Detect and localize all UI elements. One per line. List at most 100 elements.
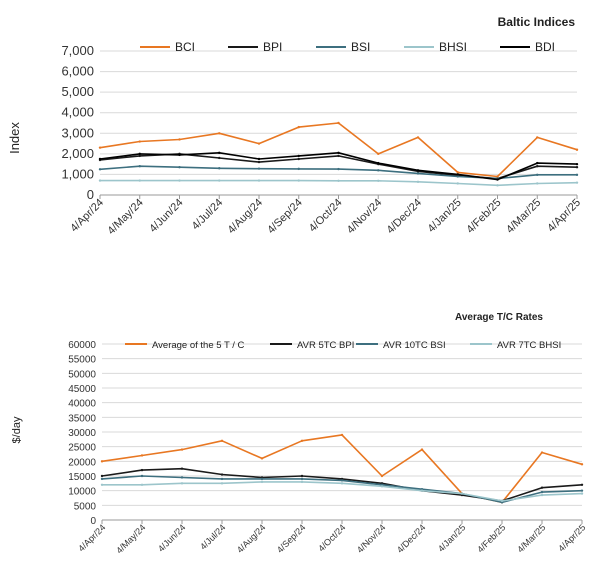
- y-tick-label: 20000: [68, 457, 96, 468]
- data-point-bpi: [218, 156, 221, 160]
- y-tick-label: 1,000: [61, 166, 94, 181]
- data-point-bpi: [297, 157, 300, 161]
- data-point-bpi: [257, 160, 261, 164]
- x-tick-label: 4/Mar/25: [515, 522, 547, 554]
- data-point-average-of-the-5-t-c: [540, 451, 544, 454]
- chart2-plot: [100, 433, 584, 504]
- data-point-avr-7tc-bhsi: [340, 482, 344, 485]
- x-tick-label: 4/Mar/25: [504, 197, 543, 236]
- data-point-bhsi: [98, 179, 102, 182]
- data-point-bhsi: [377, 179, 380, 183]
- data-point-avr-7tc-bhsi: [420, 489, 424, 492]
- data-point-avr-10tc-bsi: [540, 490, 544, 494]
- data-point-average-of-the-5-t-c: [100, 460, 104, 463]
- y-tick-label: 0: [90, 516, 96, 527]
- data-point-bci: [377, 152, 380, 156]
- data-point-bsi: [257, 167, 261, 170]
- chart1-title: Baltic Indices: [498, 15, 576, 29]
- data-point-avr-10tc-bsi: [100, 477, 104, 481]
- chart1-x-axis: 4/Apr/24 4/May/24 4/Jun/24 4/Jul/24 4/Aug/24…: [68, 194, 583, 237]
- data-point-bhsi: [496, 184, 499, 187]
- data-point-avr-7tc-bhsi: [260, 480, 264, 484]
- chart1-ylabel: Index: [7, 122, 22, 154]
- x-tick-label: 4/May/24: [105, 197, 145, 237]
- x-tick-label: 4/Jul/24: [190, 197, 226, 233]
- data-point-bsi: [536, 173, 539, 177]
- data-point-average-of-the-5-t-c: [300, 439, 304, 442]
- data-point-avr-10tc-bsi: [180, 476, 184, 479]
- chart1-y-axis: 0 1,000 2,000 3,000 4,000 5,000 6,000 7,000: [61, 43, 94, 202]
- x-tick-label: 4/Nov/24: [345, 197, 385, 237]
- data-point-avr-10tc-bsi: [140, 474, 144, 478]
- data-point-bsi: [575, 173, 579, 177]
- data-point-bsi: [178, 166, 181, 169]
- x-tick-label: 4/Apr/25: [556, 522, 587, 553]
- y-tick-label: 2,000: [61, 146, 94, 161]
- data-point-bdi: [337, 151, 340, 155]
- data-point-bdi: [138, 152, 141, 156]
- data-point-bsi: [98, 168, 102, 171]
- data-point-avr-10tc-bsi: [300, 477, 304, 481]
- data-point-bdi: [377, 161, 380, 165]
- data-point-avr-5tc-bpi: [100, 474, 104, 478]
- data-point-bci: [138, 140, 141, 143]
- data-point-bci: [98, 146, 102, 149]
- data-point-bpi: [536, 165, 539, 168]
- data-point-bdi: [297, 154, 300, 158]
- data-point-average-of-the-5-t-c: [580, 463, 584, 466]
- y-tick-label: 5000: [74, 501, 97, 512]
- legend-label-bpi: BPI: [263, 40, 282, 54]
- data-point-bhsi: [575, 181, 579, 184]
- chart2-title: Average T/C Rates: [455, 312, 543, 323]
- x-tick-label: 4/Aug/24: [235, 522, 268, 555]
- data-point-avr-7tc-bhsi: [380, 485, 384, 488]
- x-tick-label: 4/Oct/24: [316, 522, 347, 553]
- x-tick-label: 4/Sep/24: [265, 197, 305, 237]
- data-point-bhsi: [178, 179, 181, 182]
- data-point-avr-7tc-bhsi: [540, 493, 544, 497]
- y-tick-label: 40000: [68, 399, 96, 410]
- data-point-bci: [456, 171, 459, 174]
- data-point-avr-10tc-bsi: [260, 477, 264, 481]
- data-point-avr-7tc-bhsi: [100, 483, 104, 486]
- data-point-avr-5tc-bpi: [300, 474, 304, 478]
- legend-label-bhsi: BHSI: [439, 40, 467, 54]
- data-point-average-of-the-5-t-c: [260, 457, 264, 460]
- x-tick-label: 4/Oct/24: [307, 197, 345, 235]
- y-tick-label: 25000: [68, 443, 96, 454]
- x-tick-label: 4/May/24: [114, 522, 147, 555]
- data-point-average-of-the-5-t-c: [180, 448, 184, 451]
- y-tick-label: 30000: [68, 428, 96, 439]
- data-point-bci: [496, 175, 499, 178]
- x-tick-label: 4/Apr/24: [76, 522, 107, 553]
- y-tick-label: 55000: [68, 355, 96, 366]
- data-point-avr-7tc-bhsi: [460, 492, 464, 495]
- data-point-bci: [218, 132, 221, 135]
- x-tick-label: 4/Feb/25: [475, 522, 507, 554]
- legend-label-bsi: BSI: [351, 40, 370, 54]
- y-tick-label: 35000: [68, 413, 96, 424]
- data-point-bsi: [218, 167, 221, 170]
- y-tick-label: 4,000: [61, 105, 94, 120]
- data-point-bsi: [297, 167, 300, 171]
- data-point-avr-7tc-bhsi: [500, 499, 504, 503]
- data-point-avr-5tc-bpi: [220, 473, 224, 476]
- x-tick-label: 4/Feb/25: [464, 197, 503, 236]
- chart2-x-axis: 4/Apr/24 4/May/24 4/Jun/24 4/Jul/24 4/Aug/24…: [76, 519, 587, 556]
- data-point-bci: [297, 125, 300, 129]
- data-point-avr-10tc-bsi: [340, 479, 344, 482]
- legend-label-bdi: BDI: [535, 40, 555, 54]
- data-point-bdi: [456, 173, 459, 176]
- data-point-bdi: [178, 153, 181, 157]
- data-point-average-of-the-5-t-c: [420, 448, 424, 451]
- x-tick-label: 4/Aug/24: [225, 197, 265, 237]
- data-point-bhsi: [416, 180, 420, 184]
- data-point-bpi: [575, 166, 579, 169]
- y-tick-label: 5,000: [61, 84, 94, 99]
- chart2-y-axis: 0 5000 10000 15000 20000 25000 30000 35000 40000…: [68, 340, 96, 527]
- data-point-bci: [337, 121, 340, 125]
- data-point-avr-7tc-bhsi: [140, 483, 144, 486]
- y-tick-label: 0: [87, 187, 94, 202]
- data-point-bdi: [416, 169, 420, 172]
- data-point-bdi: [98, 157, 102, 161]
